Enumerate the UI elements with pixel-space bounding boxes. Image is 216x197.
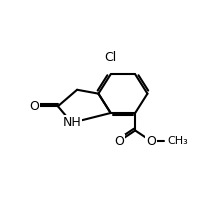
Text: O: O xyxy=(146,135,156,148)
Text: O: O xyxy=(114,135,124,148)
Text: Cl: Cl xyxy=(105,51,117,64)
Text: NH: NH xyxy=(62,116,81,129)
Text: O: O xyxy=(30,100,39,113)
Text: CH₃: CH₃ xyxy=(167,136,188,146)
